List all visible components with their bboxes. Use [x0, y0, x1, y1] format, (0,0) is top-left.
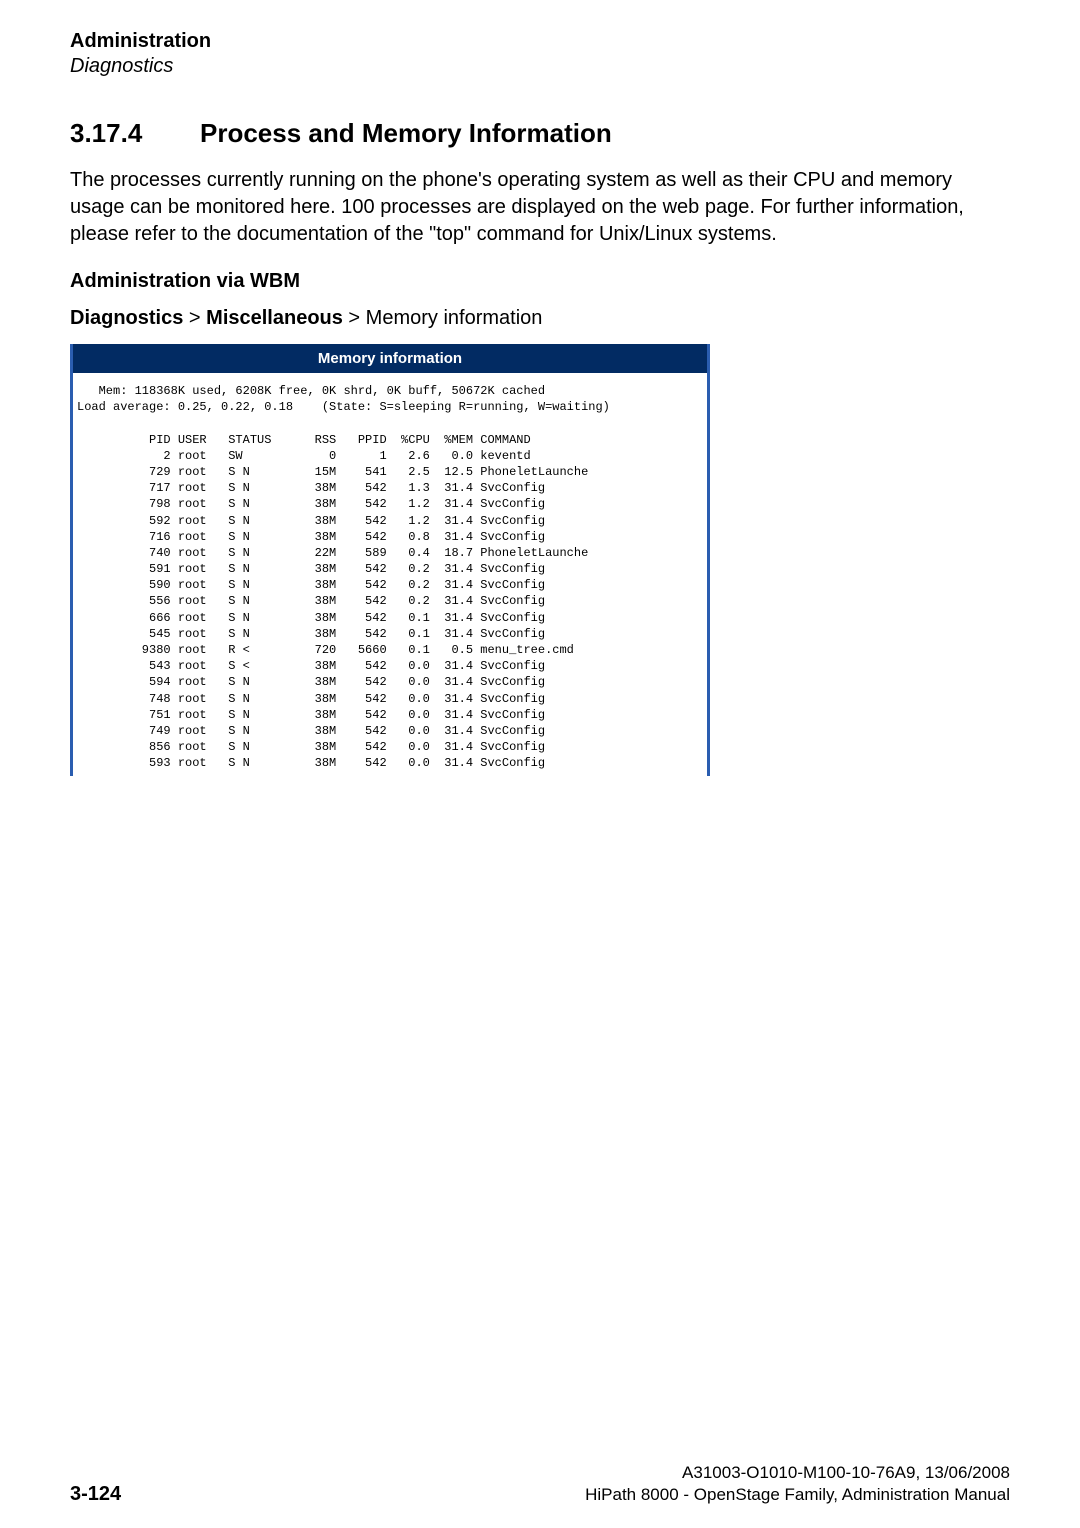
- breadcrumb-tail: Memory information: [366, 307, 543, 329]
- page: Administration Diagnostics 3.17.4Process…: [0, 0, 1080, 1528]
- footer-meta: A31003-O1010-M100-10-76A9, 13/06/2008 Hi…: [585, 1462, 1010, 1506]
- section-title: Process and Memory Information: [200, 118, 612, 148]
- breadcrumb-sep: >: [343, 307, 366, 329]
- section-number: 3.17.4: [70, 118, 200, 149]
- footer-doc-title: HiPath 8000 - OpenStage Family, Administ…: [585, 1484, 1010, 1506]
- breadcrumb-seg-diagnostics: Diagnostics: [70, 307, 183, 329]
- breadcrumb-sep: >: [183, 307, 206, 329]
- page-number: 3-124: [70, 1483, 121, 1506]
- memory-info-panel: Memory information Mem: 118368K used, 62…: [70, 344, 710, 776]
- page-footer: 3-124 A31003-O1010-M100-10-76A9, 13/06/2…: [70, 1462, 1010, 1506]
- memory-info-panel-title: Memory information: [73, 344, 707, 373]
- running-head-title: Administration: [70, 30, 1010, 53]
- memory-info-listing: Mem: 118368K used, 6208K free, 0K shrd, …: [73, 373, 707, 776]
- breadcrumb-seg-miscellaneous: Miscellaneous: [206, 307, 343, 329]
- body-paragraph: The processes currently running on the p…: [70, 167, 1010, 248]
- breadcrumb: Diagnostics > Miscellaneous > Memory inf…: [70, 307, 1010, 330]
- footer-doc-id: A31003-O1010-M100-10-76A9, 13/06/2008: [585, 1462, 1010, 1484]
- admin-via-wbm-heading: Administration via WBM: [70, 270, 1010, 293]
- running-head-subtitle: Diagnostics: [70, 55, 1010, 78]
- section-heading: 3.17.4Process and Memory Information: [70, 118, 1010, 149]
